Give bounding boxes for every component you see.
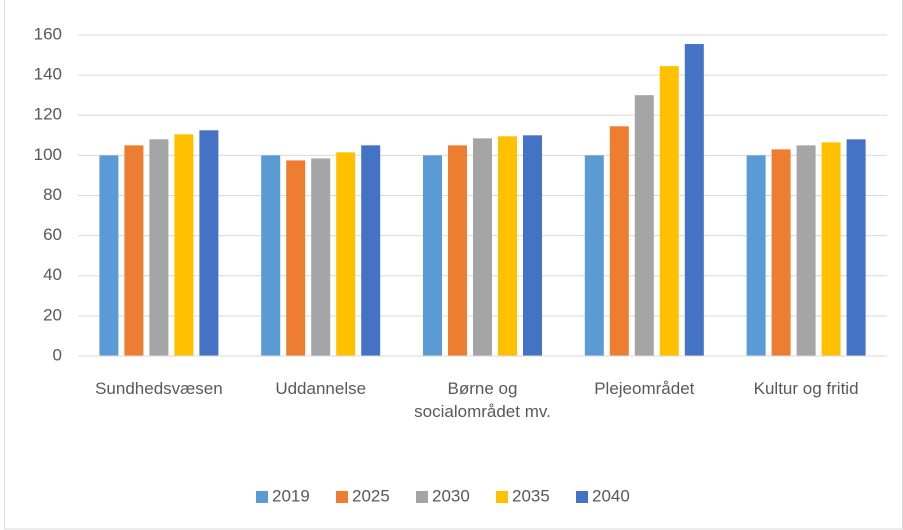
bar [846,139,866,356]
y-tick-label: 20 [43,305,62,324]
x-tick-label: Plejeområdet [594,379,695,398]
bar [311,158,331,356]
y-tick-label: 120 [34,105,62,124]
legend-swatch [256,491,268,503]
bar [609,126,629,356]
bar [361,145,381,356]
y-tick-label: 160 [34,24,62,43]
bar [199,130,219,356]
bar [174,134,194,356]
y-tick-label: 60 [43,225,62,244]
x-tick-label: Kultur og fritid [753,379,859,398]
bar [584,155,604,356]
bar [473,138,492,356]
bar [498,136,517,356]
bar [659,66,679,357]
bar [771,149,791,356]
bar [796,145,816,356]
y-tick-label: 40 [43,265,62,284]
legend-swatch [496,491,508,503]
legend-swatch [416,491,428,503]
bar [336,152,356,356]
bar [634,95,654,356]
bar [523,135,542,356]
y-tick-label: 0 [53,345,62,364]
bar [149,139,169,356]
y-tick-label: 80 [43,185,62,204]
x-tick-label: Sundhedsvæsen [95,379,223,398]
legend-label: 2030 [432,486,470,505]
x-tick-label: Uddannelse [275,379,367,398]
bar [684,44,704,356]
legend-swatch [336,491,348,503]
y-tick-label: 100 [34,145,62,164]
bar [286,160,306,356]
legend-label: 2025 [352,486,390,505]
bar [448,145,467,356]
bar [423,155,442,356]
x-tick-label: Børne og socialområdet mv. [414,379,551,421]
bar [261,155,281,356]
bar [99,155,119,356]
bar [746,155,766,356]
legend-label: 2019 [272,486,310,505]
legend-label: 2035 [512,486,550,505]
legend-swatch [576,491,588,503]
bar [124,145,144,356]
bar [821,142,841,356]
y-tick-label: 140 [34,65,62,84]
legend-label: 2040 [592,486,630,505]
